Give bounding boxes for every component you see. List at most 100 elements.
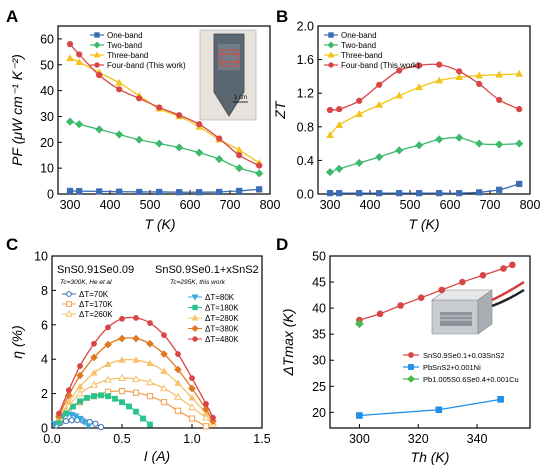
data-point <box>160 399 168 406</box>
series-c <box>51 315 217 431</box>
legend-marker <box>192 336 198 342</box>
data-point <box>495 140 504 149</box>
data-point <box>188 415 196 422</box>
data-point <box>415 141 424 150</box>
data-point <box>118 387 126 395</box>
legend-label: ΔT=480K <box>205 335 239 344</box>
legend-label: Two-band <box>341 41 376 50</box>
data-point <box>416 190 423 197</box>
data-point <box>132 374 140 382</box>
data-point <box>395 91 404 99</box>
data-point <box>175 351 181 357</box>
panel-c: C 0.0 0.5 1.0 1.5 0 2 4 6 8 10 SnS0.91Se0.09 SnS0… <box>6 235 271 464</box>
data-point <box>62 418 70 425</box>
legend-label: ΔT=170K <box>79 300 113 309</box>
data-point <box>500 265 507 272</box>
x-axis-label-d: Th (K) <box>411 449 450 465</box>
data-point <box>435 76 444 84</box>
x-tick-label: 1.0 <box>183 432 200 446</box>
data-point <box>175 143 184 152</box>
x-tick-label: 700 <box>220 198 241 212</box>
legend-marker <box>94 62 100 68</box>
legend-marker <box>191 294 199 301</box>
data-point <box>133 315 139 321</box>
x-tick-label: 320 <box>408 432 429 446</box>
x-tick-label: 500 <box>140 198 161 212</box>
legend-label: One-band <box>341 31 377 40</box>
axes-a: 300 400 500 600 700 800 0 10 20 30 40 50 60 <box>40 32 280 212</box>
data-point <box>66 40 74 48</box>
data-point <box>65 398 73 405</box>
data-point <box>76 51 83 58</box>
data-point <box>216 135 223 142</box>
data-point <box>66 187 74 194</box>
x-tick-label: 700 <box>480 198 501 212</box>
data-point <box>396 190 403 197</box>
x-tick-label: 0.5 <box>113 432 130 446</box>
legend-marker <box>408 364 414 370</box>
data-point <box>146 339 154 348</box>
data-point <box>336 106 343 113</box>
panel-b: B 300 400 500 600 700 800 0.0 0.4 0.8 1.2 1.6 2.0 O… <box>272 7 540 232</box>
data-point <box>475 71 484 79</box>
data-point <box>104 340 112 349</box>
data-point <box>417 294 425 301</box>
plot-frame-a <box>57 25 271 195</box>
data-point <box>90 380 98 388</box>
legend-label: ΔT=260K <box>79 310 113 319</box>
data-point <box>375 100 384 108</box>
data-point <box>255 169 264 178</box>
data-point <box>90 369 98 376</box>
legend-marker <box>327 51 335 58</box>
data-point <box>210 414 216 421</box>
data-point <box>174 379 182 386</box>
series-line <box>329 136 520 173</box>
data-point <box>119 399 125 406</box>
panel-letter-d: D <box>276 235 288 254</box>
scale-bar-label: 1 cm <box>234 95 247 101</box>
data-point <box>132 389 140 396</box>
y-tick-label: 2.0 <box>297 20 314 34</box>
data-point <box>132 334 140 343</box>
data-point <box>112 395 118 402</box>
data-point <box>395 146 404 155</box>
data-point <box>176 112 183 119</box>
y-tick-label: 50 <box>312 250 326 264</box>
data-point <box>160 350 168 358</box>
legend-label: One-band <box>107 31 143 40</box>
data-point <box>174 365 182 374</box>
x-tick-label: 500 <box>400 198 421 212</box>
data-point <box>479 271 487 279</box>
x-tick-label: 800 <box>260 198 281 212</box>
legend-marker <box>66 301 72 307</box>
data-point <box>476 80 483 88</box>
data-point <box>196 189 203 196</box>
data-point <box>136 188 143 196</box>
legend-label: Three-band <box>341 51 382 60</box>
x-tick-label: 340 <box>467 432 488 446</box>
data-point <box>92 420 99 427</box>
data-point <box>202 413 210 421</box>
axes-c: 0.0 0.5 1.0 1.5 0 2 4 6 8 10 <box>34 250 271 447</box>
y-tick-label: 60 <box>40 32 54 46</box>
data-point <box>176 189 183 196</box>
y-tick-label: 25 <box>312 380 326 394</box>
data-point <box>355 110 364 118</box>
data-point <box>118 373 126 381</box>
data-point <box>376 310 384 318</box>
legend-label: Four-band (This work) <box>341 61 420 70</box>
data-point <box>356 412 363 419</box>
data-point <box>65 117 75 126</box>
legend-label: SnS0.9Se0.1+0.03SnS2 <box>423 351 505 360</box>
legend-label: Pb1.005S0.6Se0.4+0.001Cu <box>423 375 519 384</box>
data-point <box>495 70 504 78</box>
data-point <box>95 125 104 134</box>
data-point <box>416 62 423 69</box>
data-point <box>356 190 363 197</box>
data-point <box>135 135 144 144</box>
axes-d: 300 320 340 20 25 30 35 40 45 50 <box>312 250 487 447</box>
data-point <box>475 139 484 148</box>
series-line <box>359 398 501 417</box>
data-point <box>76 415 84 423</box>
